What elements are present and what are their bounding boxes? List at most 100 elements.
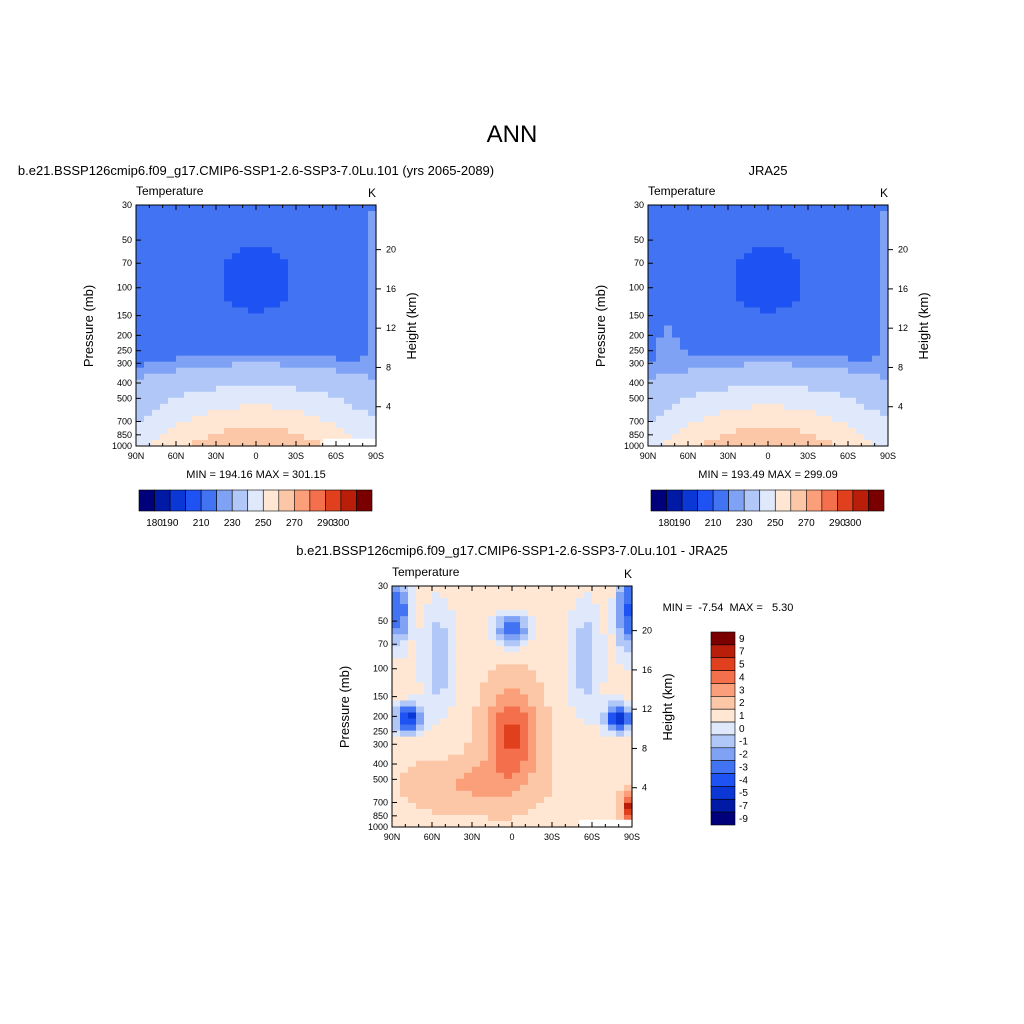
contour-cell bbox=[320, 307, 329, 315]
contour-cell bbox=[208, 409, 217, 417]
contour-cell bbox=[488, 628, 497, 635]
contour-cell bbox=[176, 295, 185, 303]
contour-cell bbox=[240, 271, 249, 278]
contour-cell bbox=[440, 718, 449, 726]
contour-cell bbox=[264, 307, 273, 315]
contour-cell bbox=[392, 778, 401, 786]
contour-cell bbox=[624, 760, 633, 768]
contour-cell bbox=[680, 229, 689, 236]
contour-cell bbox=[184, 277, 193, 284]
contour-cell bbox=[800, 307, 809, 315]
contour-cell bbox=[736, 325, 745, 333]
contour-cell bbox=[664, 403, 673, 411]
colorbar-label: 270 bbox=[798, 518, 815, 529]
y-tick-label: 500 bbox=[117, 393, 132, 403]
contour-cell bbox=[816, 325, 825, 333]
contour-cell bbox=[880, 289, 889, 296]
contour-cell bbox=[448, 778, 457, 786]
contour-cell bbox=[296, 235, 305, 242]
contour-cell bbox=[392, 814, 401, 822]
contour-cell bbox=[616, 700, 625, 708]
contour-cell bbox=[712, 313, 721, 321]
contour-cell bbox=[672, 229, 681, 236]
contour-cell bbox=[152, 241, 161, 248]
contour-cell bbox=[456, 628, 465, 635]
contour-cell bbox=[280, 391, 289, 399]
contour-cell bbox=[344, 313, 353, 321]
contour-cell bbox=[512, 736, 521, 744]
contour-cell bbox=[184, 217, 193, 224]
contour-cell bbox=[672, 427, 681, 435]
contour-cell bbox=[544, 730, 553, 738]
contour-cell bbox=[528, 790, 537, 798]
contour-cell bbox=[200, 385, 209, 393]
contour-cell bbox=[536, 820, 545, 828]
contour-cell bbox=[736, 421, 745, 429]
contour-cell bbox=[760, 253, 769, 260]
contour-cell bbox=[592, 754, 601, 762]
contour-cell bbox=[512, 658, 521, 665]
contour-cell bbox=[576, 760, 585, 768]
contour-cell bbox=[464, 736, 473, 744]
contour-cell bbox=[344, 433, 353, 441]
contour-cell bbox=[232, 397, 241, 405]
contour-cell bbox=[344, 421, 353, 429]
contour-cell bbox=[808, 391, 817, 399]
contour-cell bbox=[320, 277, 329, 284]
contour-cell bbox=[432, 676, 441, 684]
contour-cell bbox=[272, 229, 281, 236]
contour-cell bbox=[184, 295, 193, 303]
contour-cell bbox=[688, 397, 697, 405]
contour-cell bbox=[352, 367, 361, 375]
contour-cell bbox=[360, 355, 369, 363]
contour-cell bbox=[776, 343, 785, 351]
contour-cell bbox=[312, 289, 321, 296]
contour-cell bbox=[712, 271, 721, 278]
contour-cell bbox=[424, 790, 433, 798]
contour-cell bbox=[864, 289, 873, 296]
contour-cell bbox=[560, 766, 569, 774]
contour-cell bbox=[200, 283, 209, 290]
contour-cell bbox=[872, 361, 881, 369]
contour-cell bbox=[152, 295, 161, 303]
contour-cell bbox=[312, 223, 321, 230]
contour-cell bbox=[688, 433, 697, 441]
contour-cell bbox=[808, 229, 817, 236]
contour-cell bbox=[816, 361, 825, 369]
contour-cell bbox=[208, 439, 217, 447]
contour-cell bbox=[560, 586, 569, 593]
contour-cell bbox=[232, 379, 241, 387]
contour-cell bbox=[304, 277, 313, 284]
contour-cell bbox=[296, 415, 305, 423]
contour-cell bbox=[400, 628, 409, 635]
contour-cell bbox=[736, 367, 745, 375]
contour-cell bbox=[168, 307, 177, 315]
contour-cell bbox=[688, 295, 697, 303]
contour-cell bbox=[680, 379, 689, 387]
contour-cell bbox=[600, 766, 609, 774]
contour-cell bbox=[624, 778, 633, 786]
contour-cell bbox=[680, 271, 689, 278]
contour-cell bbox=[808, 385, 817, 393]
contour-cell bbox=[328, 391, 337, 399]
contour-cell bbox=[536, 598, 545, 605]
contour-cell bbox=[160, 337, 169, 345]
contour-cell bbox=[144, 433, 153, 441]
contour-cell bbox=[584, 700, 593, 708]
contour-cell bbox=[136, 409, 145, 417]
contour-cell bbox=[840, 397, 849, 405]
contour-cell bbox=[352, 355, 361, 363]
contour-cell bbox=[432, 748, 441, 756]
contour-cell bbox=[264, 385, 273, 393]
contour-cell bbox=[368, 361, 377, 369]
contour-cell bbox=[736, 301, 745, 309]
contour-cell bbox=[856, 325, 865, 333]
contour-cell bbox=[200, 349, 209, 357]
contour-cell bbox=[768, 349, 777, 357]
contour-cell bbox=[624, 754, 633, 762]
contour-cell bbox=[688, 439, 697, 447]
contour-cell bbox=[240, 439, 249, 447]
contour-cell bbox=[680, 361, 689, 369]
contour-cell bbox=[488, 694, 497, 702]
contour-cell bbox=[272, 307, 281, 315]
